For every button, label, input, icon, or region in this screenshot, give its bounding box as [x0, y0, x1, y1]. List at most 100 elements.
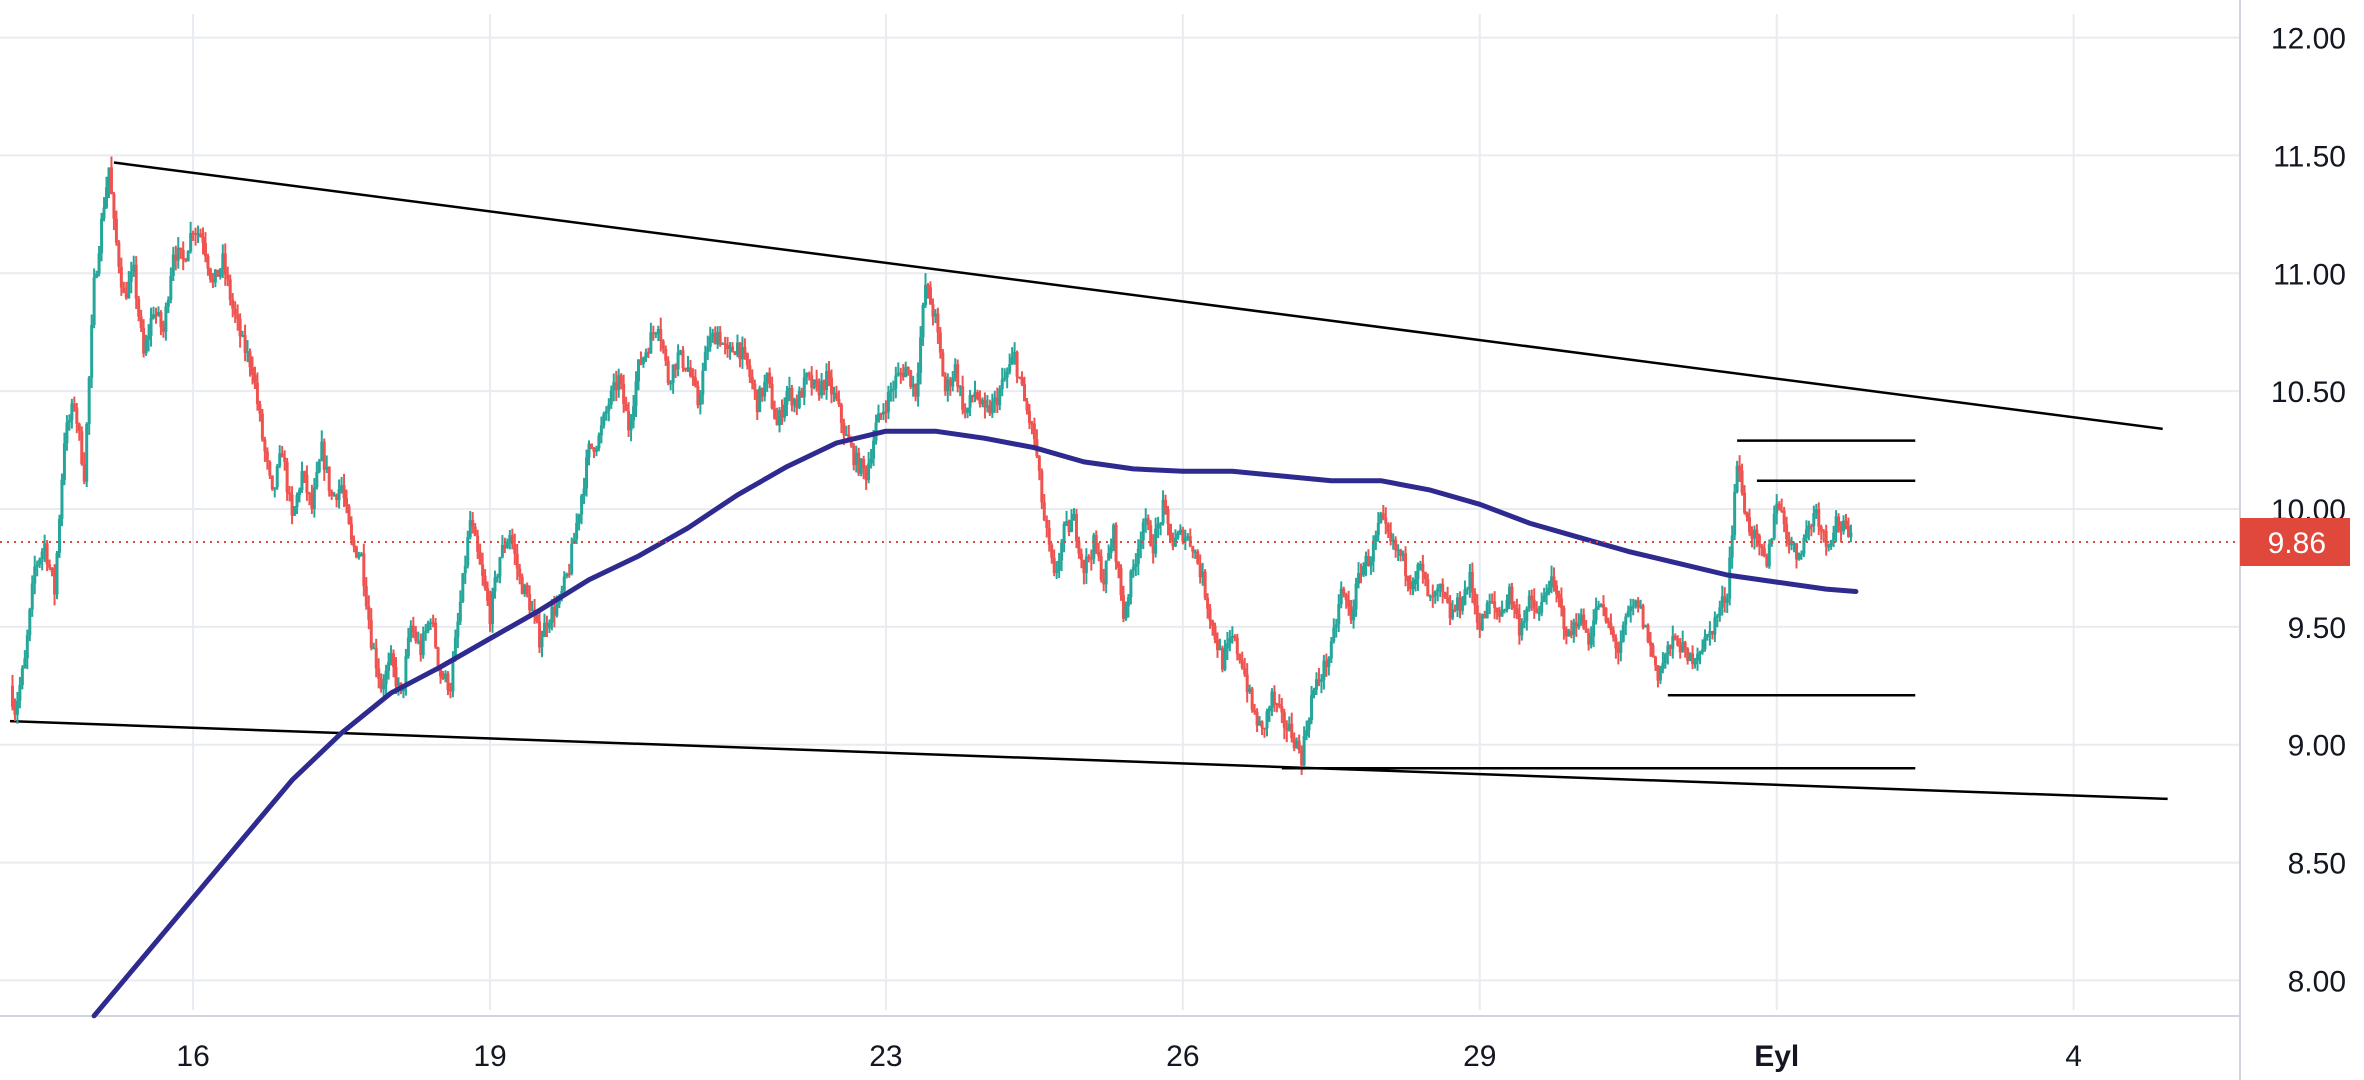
- candle: [580, 493, 584, 525]
- candle-body: [1792, 543, 1796, 545]
- candle: [1295, 737, 1299, 749]
- candle: [827, 361, 831, 387]
- candle: [476, 529, 480, 559]
- candle: [1243, 657, 1247, 677]
- candle-body: [1728, 557, 1732, 599]
- candle: [122, 281, 126, 294]
- candle-body: [1203, 571, 1207, 598]
- candle-body: [1314, 679, 1318, 690]
- candle: [1164, 494, 1168, 515]
- candle-body: [946, 379, 950, 392]
- candle: [1490, 593, 1494, 605]
- candle: [1733, 483, 1737, 541]
- candle-body: [345, 498, 349, 507]
- candle-body: [750, 376, 754, 384]
- candle-body: [1277, 704, 1281, 707]
- candle: [1814, 503, 1818, 519]
- candle-body: [696, 385, 700, 406]
- candle: [661, 339, 665, 354]
- candle: [1013, 342, 1017, 365]
- candle-body: [592, 447, 596, 452]
- candle-body: [1495, 607, 1499, 613]
- candle: [594, 445, 598, 457]
- candle-body: [1030, 423, 1034, 425]
- candle: [337, 479, 341, 509]
- time-tick-label: 19: [473, 1040, 506, 1073]
- candle-body: [43, 543, 47, 552]
- candle: [1532, 588, 1536, 619]
- candle-body: [468, 520, 472, 538]
- candle-body: [928, 287, 932, 305]
- candle: [142, 319, 146, 358]
- candle: [703, 345, 707, 371]
- candle: [1275, 702, 1279, 713]
- candle-body: [1584, 628, 1588, 633]
- candle-body: [1594, 607, 1598, 621]
- candle: [906, 366, 910, 376]
- candle-body: [142, 327, 146, 354]
- candle: [612, 373, 616, 402]
- candle-body: [1399, 549, 1403, 556]
- candle: [651, 325, 655, 341]
- candle-body: [1404, 553, 1408, 576]
- candle: [1621, 621, 1625, 643]
- candle: [25, 629, 29, 670]
- time-axis[interactable]: 16 19 23 26 29 Eyl 4: [176, 1040, 2082, 1073]
- candle: [1394, 536, 1398, 558]
- candle: [545, 615, 549, 638]
- candle-body: [495, 576, 499, 579]
- candle: [1656, 665, 1660, 688]
- price-axis[interactable]: 12.0011.5011.0010.5010.009.509.008.508.0…: [2271, 23, 2346, 999]
- candle: [1050, 543, 1054, 564]
- candle-body: [253, 375, 257, 383]
- candle-body: [1750, 532, 1754, 539]
- candle-body: [1361, 565, 1365, 576]
- candle: [1022, 376, 1026, 402]
- candle-body: [820, 380, 824, 396]
- candle: [1594, 597, 1598, 625]
- candle: [1072, 508, 1076, 521]
- candle: [968, 389, 972, 417]
- candle-body: [1094, 535, 1098, 552]
- candle-body: [1010, 356, 1014, 365]
- candle: [956, 359, 960, 393]
- candle-body: [956, 364, 960, 387]
- candle: [456, 612, 460, 649]
- candle-body: [1676, 638, 1680, 646]
- candle-body: [1233, 635, 1237, 638]
- candle: [1131, 559, 1135, 578]
- candle: [1193, 549, 1197, 559]
- candle: [1112, 523, 1116, 552]
- candle-body: [1646, 625, 1650, 642]
- candle: [706, 335, 710, 360]
- candle: [1332, 618, 1336, 644]
- candle-body: [189, 233, 193, 252]
- candle: [1277, 694, 1281, 709]
- candle-body: [327, 466, 331, 492]
- candle-body: [97, 253, 101, 274]
- candle-body: [1040, 470, 1044, 503]
- candle-body: [57, 518, 61, 553]
- candle-body: [1211, 620, 1215, 626]
- candle-body: [1725, 598, 1729, 603]
- candle: [691, 368, 695, 386]
- candle: [1698, 650, 1702, 665]
- candle: [886, 385, 890, 420]
- candle: [1203, 569, 1207, 601]
- candle-body: [1171, 540, 1175, 547]
- candle-body: [867, 463, 871, 481]
- candle: [1441, 578, 1445, 604]
- candle: [671, 364, 675, 394]
- candle-body: [909, 370, 913, 387]
- candle: [416, 631, 420, 645]
- candle-body: [114, 218, 118, 243]
- candle-body: [1290, 723, 1294, 739]
- candle-body: [260, 413, 264, 440]
- candle-body: [1423, 572, 1427, 580]
- candle-body: [411, 625, 415, 633]
- candle-body: [951, 377, 955, 387]
- candle: [1117, 561, 1121, 579]
- candle: [1658, 665, 1662, 685]
